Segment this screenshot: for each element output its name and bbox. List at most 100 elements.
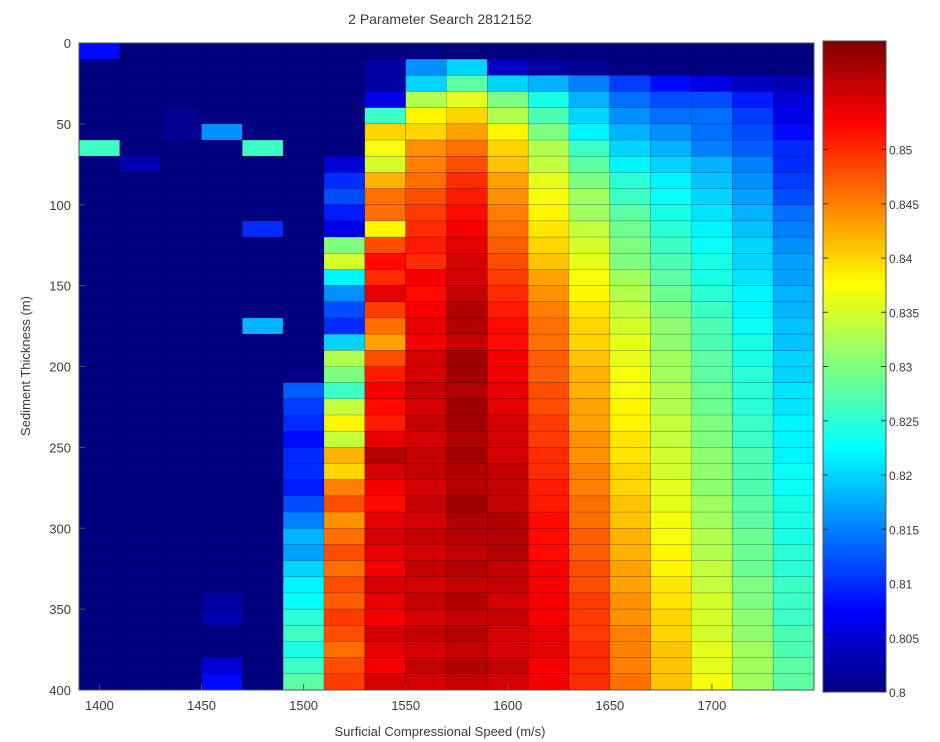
heatmap-cell — [323, 592, 366, 610]
heatmap-cell — [487, 560, 529, 578]
heatmap-cell — [78, 123, 121, 141]
heatmap-cell — [201, 641, 243, 658]
heatmap-cell — [119, 317, 161, 335]
heatmap-cell — [242, 560, 284, 578]
heatmap-cell — [323, 252, 366, 270]
heatmap-cell — [446, 285, 488, 303]
heatmap-cell — [487, 301, 529, 319]
heatmap-cell — [650, 495, 692, 513]
heatmap-cell — [772, 155, 815, 173]
heatmap-cell — [691, 139, 733, 157]
heatmap-cell — [282, 301, 325, 319]
heatmap-cell — [609, 139, 651, 157]
heatmap-cell — [691, 608, 733, 626]
heatmap-cell — [772, 269, 815, 286]
heatmap-cell — [405, 641, 447, 658]
heatmap-cell — [160, 657, 202, 675]
heatmap-cell — [119, 641, 161, 658]
heatmap-cell — [119, 657, 161, 675]
heatmap-cell — [568, 107, 611, 125]
heatmap-cell — [609, 172, 651, 189]
heatmap-cell — [323, 447, 366, 464]
heatmap-cell — [527, 107, 570, 125]
heatmap-cell — [446, 624, 488, 642]
heatmap-cell — [772, 107, 815, 125]
heatmap-cell — [160, 398, 202, 416]
heatmap-cell — [609, 447, 651, 464]
heatmap-cell — [78, 285, 121, 303]
heatmap-cell — [405, 624, 447, 642]
heatmap-cell — [732, 75, 774, 92]
heatmap-cell — [160, 155, 202, 173]
heatmap-cell — [691, 398, 733, 416]
heatmap-cell — [119, 91, 161, 108]
heatmap-cell — [609, 495, 651, 513]
heatmap-cell — [527, 673, 570, 691]
heatmap-cell — [201, 495, 243, 513]
heatmap-cell — [568, 641, 611, 658]
heatmap-cell — [405, 495, 447, 513]
heatmap-cell — [323, 58, 366, 76]
heatmap-cell — [119, 527, 161, 545]
heatmap-cell — [364, 139, 406, 157]
heatmap-cell — [160, 495, 202, 513]
heatmap-cell — [160, 252, 202, 270]
heatmap-cell — [527, 576, 570, 594]
heatmap-cell — [650, 592, 692, 610]
heatmap-cell — [487, 657, 529, 675]
heatmap-cell — [282, 430, 325, 448]
heatmap-cell — [282, 382, 325, 400]
colorbar-tick-label: 0.845 — [889, 198, 919, 212]
heatmap-cell — [405, 576, 447, 594]
heatmap-cell — [650, 366, 692, 383]
y-tick-label: 50 — [57, 117, 71, 132]
heatmap-cell — [405, 58, 447, 76]
heatmap-cell — [201, 414, 243, 432]
heatmap-cell — [446, 123, 488, 141]
heatmap-cell — [568, 58, 611, 76]
heatmap-cell — [691, 91, 733, 108]
heatmap-cell — [691, 285, 733, 303]
heatmap-cell — [119, 236, 161, 254]
heatmap-cell — [201, 42, 243, 60]
heatmap-cell — [609, 657, 651, 675]
heatmap-cell — [364, 527, 406, 545]
heatmap-cell — [119, 560, 161, 578]
heatmap-cell — [405, 333, 447, 351]
heatmap-cell — [364, 285, 406, 303]
heatmap-cell — [282, 269, 325, 286]
heatmap-cell — [119, 430, 161, 448]
heatmap-cell — [772, 463, 815, 481]
heatmap-cell — [282, 42, 325, 60]
heatmap-cell — [568, 414, 611, 432]
heatmap-cell — [691, 479, 733, 497]
heatmap-cell — [242, 576, 284, 594]
heatmap-cell — [772, 350, 815, 367]
heatmap-cell — [201, 333, 243, 351]
heatmap-cell — [119, 673, 161, 691]
heatmap-cell — [364, 382, 406, 400]
heatmap-cell — [282, 91, 325, 108]
heatmap-cell — [691, 447, 733, 464]
heatmap-cell — [201, 544, 243, 561]
heatmap-cell — [323, 269, 366, 286]
x-tick-label: 1550 — [391, 698, 420, 713]
heatmap-cell — [405, 592, 447, 610]
heatmap-cell — [323, 188, 366, 206]
heatmap-cell — [527, 155, 570, 173]
heatmap-cell — [282, 350, 325, 367]
heatmap-cell — [242, 123, 284, 141]
heatmap-cell — [201, 527, 243, 545]
heatmap-cell — [568, 123, 611, 141]
heatmap-cell — [732, 527, 774, 545]
heatmap-cell — [78, 58, 121, 76]
heatmap-cell — [160, 447, 202, 464]
heatmap-cell — [527, 58, 570, 76]
heatmap-cell — [405, 285, 447, 303]
heatmap-cell — [772, 382, 815, 400]
heatmap-cell — [78, 301, 121, 319]
heatmap-cell — [201, 560, 243, 578]
heatmap-cell — [446, 236, 488, 254]
heatmap-cell — [78, 430, 121, 448]
